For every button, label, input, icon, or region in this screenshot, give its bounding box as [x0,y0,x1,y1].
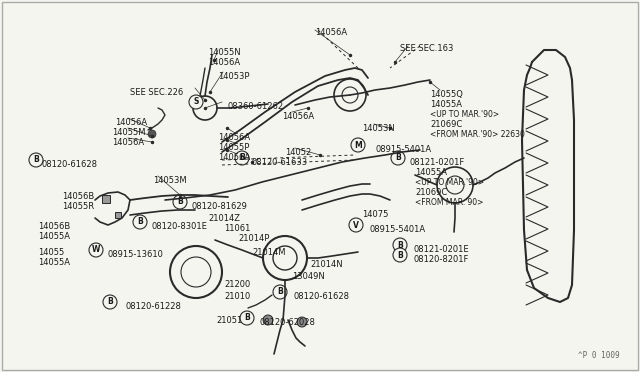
Text: S: S [193,97,198,106]
Text: W: W [92,246,100,254]
Text: SEE SEC.163: SEE SEC.163 [400,44,453,53]
Text: 08360-61262: 08360-61262 [228,102,284,111]
Circle shape [351,138,365,152]
Text: 14056A: 14056A [208,58,240,67]
Text: 11061: 11061 [224,224,250,233]
Text: 08915-5401A: 08915-5401A [370,225,426,234]
Text: 14056A: 14056A [315,28,347,37]
Text: 08120-61228: 08120-61228 [125,302,181,311]
Circle shape [393,248,407,262]
Text: 08120-61628: 08120-61628 [293,292,349,301]
Text: SEE SEC.226: SEE SEC.226 [130,88,183,97]
Text: B: B [239,154,245,163]
Circle shape [240,311,254,325]
Text: 08120-62028: 08120-62028 [260,318,316,327]
Bar [115,212,121,218]
Text: 21014N: 21014N [310,260,342,269]
Text: B: B [244,314,250,323]
Circle shape [148,130,156,138]
Text: <UP TO MAR.'90>: <UP TO MAR.'90> [430,110,499,119]
Circle shape [393,238,407,252]
Text: B: B [397,241,403,250]
Text: 08120-81629: 08120-81629 [192,202,248,211]
Text: 08915-5401A: 08915-5401A [375,145,431,154]
Text: 08120-61628: 08120-61628 [42,160,98,169]
Circle shape [189,95,203,109]
Text: B: B [395,154,401,163]
Text: 14056A: 14056A [218,133,250,142]
Text: ^P 0 1009: ^P 0 1009 [579,351,620,360]
Text: B: B [137,218,143,227]
Text: V: V [353,221,359,230]
Circle shape [29,153,43,167]
Text: 14055N: 14055N [208,48,241,57]
Circle shape [235,151,249,165]
Text: B: B [107,298,113,307]
Text: 21010: 21010 [224,292,250,301]
Text: 14055M: 14055M [112,128,145,137]
Text: 14053N: 14053N [362,124,395,133]
Text: 08120-8301E: 08120-8301E [152,222,208,231]
Text: 08915-13610: 08915-13610 [108,250,164,259]
Circle shape [297,317,307,327]
Text: 21069C: 21069C [430,120,462,129]
Text: 14055A: 14055A [38,258,70,267]
Text: M: M [354,141,362,150]
Bar [102,195,110,203]
Circle shape [273,285,287,299]
Circle shape [89,243,103,257]
Circle shape [349,218,363,232]
Circle shape [173,195,187,209]
Text: 14056A: 14056A [282,112,314,121]
Circle shape [133,215,147,229]
Text: 14056B: 14056B [38,222,70,231]
Text: 14056B: 14056B [62,192,94,201]
Text: 08121-0201E: 08121-0201E [413,245,468,254]
Text: 13049N: 13049N [292,272,324,281]
Text: B: B [277,288,283,296]
Circle shape [103,295,117,309]
Text: 14055A: 14055A [415,168,447,177]
Text: 14055R: 14055R [62,202,94,211]
Text: 14056A: 14056A [115,118,147,127]
Text: 14052: 14052 [285,148,311,157]
Text: <UP TO MAR.'90>: <UP TO MAR.'90> [415,178,484,187]
Text: 21051: 21051 [216,316,243,325]
Text: 14055: 14055 [38,248,64,257]
Text: 08120-8201F: 08120-8201F [413,255,468,264]
Text: 14055A: 14055A [430,100,462,109]
Text: 14056A: 14056A [218,153,250,162]
Circle shape [263,315,273,325]
Text: 14053M: 14053M [153,176,187,185]
Text: 21069C: 21069C [415,188,447,197]
Text: 14056A: 14056A [112,138,144,147]
Text: B: B [177,198,183,206]
Text: 21014Z: 21014Z [208,214,240,223]
Circle shape [391,151,405,165]
Text: 14055Q: 14055Q [430,90,463,99]
Text: <FROM MAR.'90>: <FROM MAR.'90> [415,198,483,207]
Text: 14055A: 14055A [38,232,70,241]
Text: B: B [397,250,403,260]
Text: 08121-0201F: 08121-0201F [410,158,465,167]
Text: <FROM MAR.'90> 22630: <FROM MAR.'90> 22630 [430,130,525,139]
Text: 14075: 14075 [362,210,388,219]
Text: 08120-61633: 08120-61633 [252,158,308,167]
Text: 21200: 21200 [224,280,250,289]
Text: B: B [33,155,39,164]
Text: 14055P: 14055P [218,143,250,152]
Text: 14053P: 14053P [218,72,250,81]
Text: 21014P: 21014P [238,234,269,243]
Text: 21014M: 21014M [252,248,285,257]
